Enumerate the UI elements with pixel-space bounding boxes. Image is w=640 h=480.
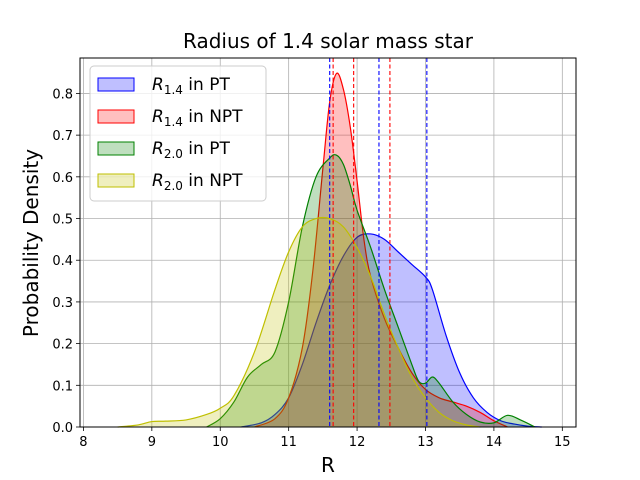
y-tick-label: 0.1	[52, 379, 73, 394]
density-fill-series-2	[254, 73, 508, 427]
y-tick-label: 0.0	[52, 421, 73, 436]
x-axis-title: R	[321, 453, 335, 477]
density-line-series-3	[206, 154, 536, 428]
legend-swatch	[97, 109, 135, 124]
density-areas	[117, 72, 542, 428]
chart-title: Radius of 1.4 solar mass star	[183, 29, 474, 53]
legend: R1.4 in PT R1.4 in NPT R2.0 in PT R2.0 in N…	[89, 65, 267, 202]
legend-label: R1.4 in NPT	[152, 107, 243, 129]
x-tick-label: 15	[554, 435, 571, 450]
x-tick-label: 14	[486, 435, 503, 450]
density-fill-series-3	[206, 154, 535, 427]
x-tick-label: 9	[148, 435, 156, 450]
density-fill-series-4	[117, 217, 481, 427]
x-tick-label: 13	[417, 435, 434, 450]
y-tick-label: 0.2	[52, 338, 73, 353]
legend-swatch	[97, 77, 135, 92]
x-tick-label: 12	[349, 435, 366, 450]
y-tick-label: 0.7	[52, 129, 73, 144]
legend-label: R2.0 in PT	[152, 139, 230, 161]
x-tick-label: 10	[212, 435, 229, 450]
y-tick-label: 0.8	[52, 87, 73, 102]
y-tick-label: 0.5	[52, 213, 73, 228]
density-line-series-1	[240, 233, 542, 428]
y-tick-label: 0.4	[52, 254, 73, 269]
legend-label: R2.0 in NPT	[152, 171, 243, 193]
quantile-markers	[329, 58, 428, 427]
y-tick-label: 0.3	[52, 296, 73, 311]
x-tick-label: 11	[280, 435, 297, 450]
legend-label: R1.4 in PT	[152, 75, 230, 97]
axis-ticks: 8 9 10 11 12 13 14 15 0.0 0.1 0.2 0.3 0.4 0.5 0.6 0.7 0.…	[52, 87, 570, 450]
y-axis-title: Probability Density	[19, 149, 43, 337]
legend-swatch	[97, 173, 135, 188]
y-tick-label: 0.6	[52, 171, 73, 186]
density-line-series-4	[117, 216, 481, 428]
legend-swatch	[97, 141, 135, 156]
legend-box	[89, 65, 267, 202]
density-line-series-2	[254, 72, 508, 428]
plot-frame	[79, 57, 577, 428]
x-tick-label: 8	[79, 435, 87, 450]
